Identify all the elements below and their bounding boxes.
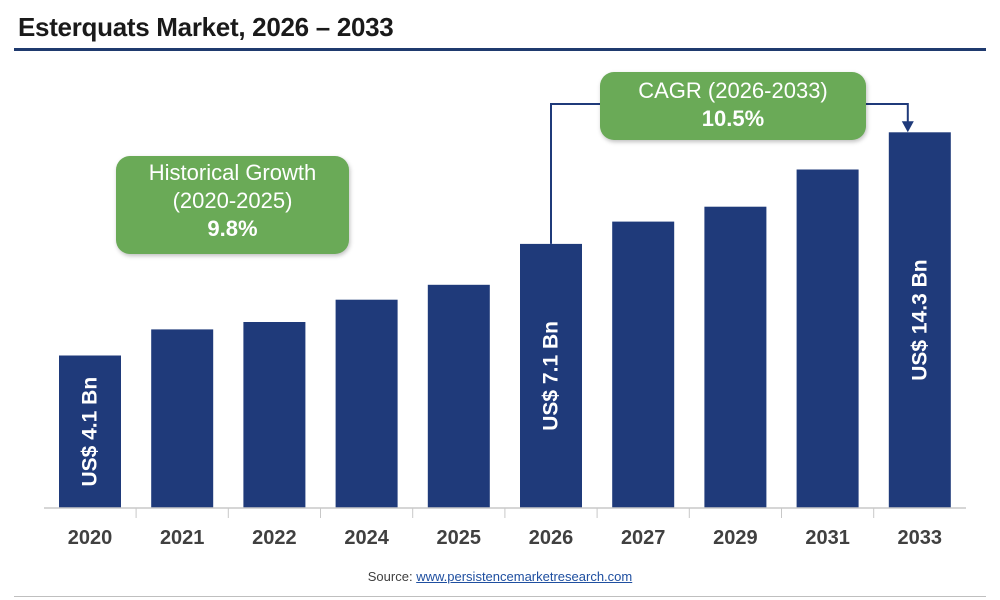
x-tick-label-2033: 2033 (898, 527, 943, 549)
x-tick-label-2027: 2027 (621, 527, 666, 549)
bar-2021 (151, 329, 214, 508)
source-link[interactable]: www.persistencemarketresearch.com (416, 569, 633, 584)
bar-2025 (427, 284, 490, 508)
x-tick-label-2026: 2026 (529, 527, 574, 549)
bottom-divider (14, 596, 986, 597)
source-label: Source: (367, 569, 413, 584)
bar-2020 (59, 355, 121, 508)
bar-2033 (888, 132, 951, 509)
bar-2022 (243, 322, 306, 508)
x-tick-label-2029: 2029 (713, 527, 758, 549)
cagr-label: CAGR (2026-2033) (638, 78, 828, 103)
cagr-value: 10.5% (701, 106, 765, 131)
data-label-2026: US$ 7.1 Bn (540, 321, 563, 431)
bar-2027 (612, 221, 675, 508)
bar-2031 (796, 169, 859, 508)
cagr-arrowhead (901, 121, 914, 133)
x-tick-label-2024: 2024 (344, 527, 389, 549)
bar-2024 (335, 299, 398, 508)
x-tick-label-2021: 2021 (160, 527, 205, 549)
historical-growth-period: (2020-2025) (172, 188, 293, 213)
historical-growth-value: 9.8% (207, 216, 258, 241)
x-tick-label-2031: 2031 (805, 527, 850, 549)
historical-growth-label: Historical Growth (148, 160, 317, 185)
historical-growth-callout: Historical Growth (2020-2025) 9.8% (116, 156, 349, 254)
chart-title: Esterquats Market, 2026 – 2033 (18, 12, 394, 42)
source-footer: Source: www.persistencemarketresearch.co… (0, 569, 1000, 584)
bar-2026 (520, 243, 582, 508)
x-tick-label-2022: 2022 (252, 527, 297, 549)
bar-2029 (704, 206, 767, 508)
data-label-2033: US$ 14.3 Bn (908, 259, 931, 380)
x-tick-label-2025: 2025 (437, 527, 482, 549)
cagr-callout: CAGR (2026-2033) 10.5% (600, 72, 866, 140)
title-underline (14, 48, 986, 51)
data-label-2020: US$ 4.1 Bn (79, 377, 102, 487)
x-tick-label-2020: 2020 (68, 527, 113, 549)
